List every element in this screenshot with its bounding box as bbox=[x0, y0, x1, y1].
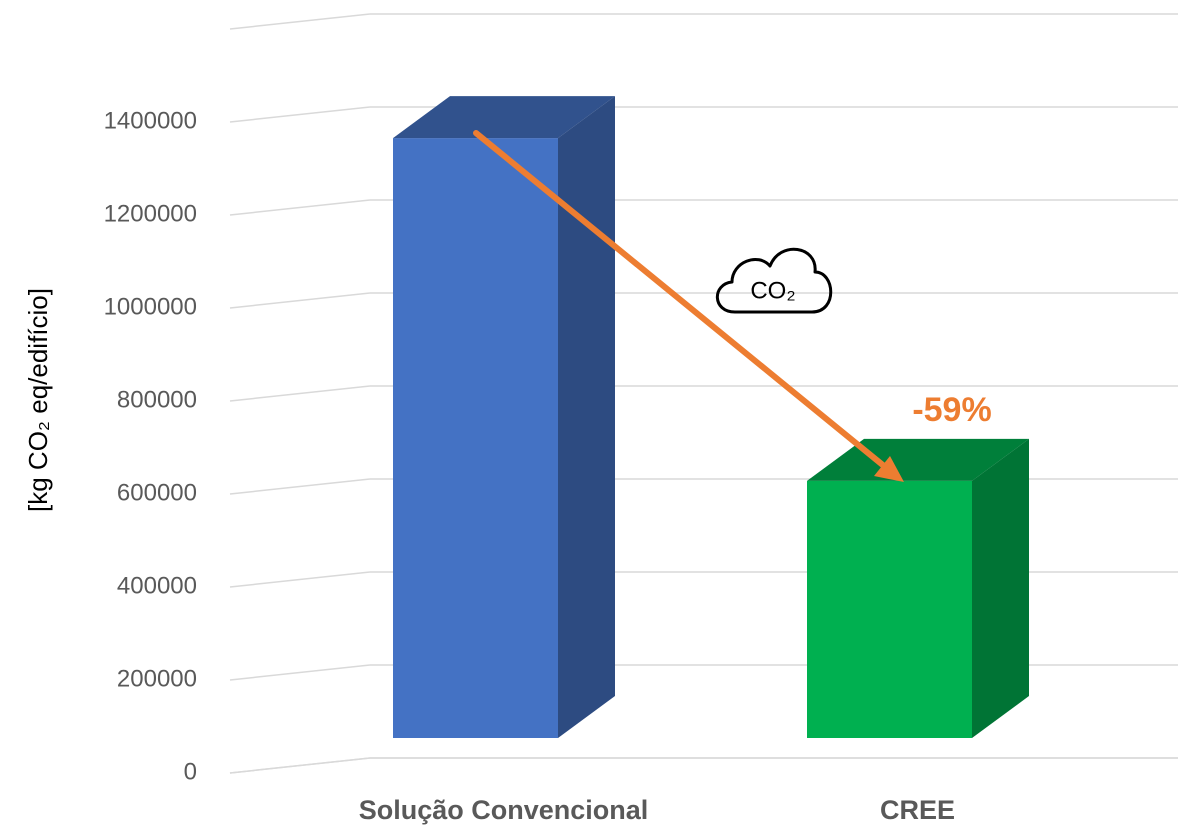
cloud-label: CO₂ bbox=[750, 277, 795, 304]
grid-line bbox=[229, 664, 371, 681]
y-tick-label: 600000 bbox=[117, 479, 197, 506]
grid-line bbox=[229, 385, 371, 402]
annotation: -59% bbox=[912, 391, 991, 429]
y-tick-label: 0 bbox=[184, 758, 197, 785]
y-tick-label: 200000 bbox=[117, 665, 197, 692]
y-tick-label: 400000 bbox=[117, 572, 197, 599]
x-tick-label: Solução Convencional bbox=[359, 795, 649, 825]
grid-line bbox=[229, 106, 371, 123]
x-tick-label: CREE bbox=[880, 795, 955, 825]
grid-line bbox=[229, 478, 371, 495]
arrow-head bbox=[874, 456, 904, 482]
grid-line bbox=[229, 292, 371, 309]
grid-line bbox=[229, 571, 371, 588]
arrow bbox=[473, 130, 887, 469]
grid-line bbox=[229, 199, 371, 216]
y-tick-label: 1200000 bbox=[104, 200, 197, 227]
grid-line bbox=[229, 757, 371, 774]
cloud-icon bbox=[715, 247, 833, 314]
bar bbox=[393, 96, 615, 738]
axis-edge bbox=[229, 13, 371, 30]
bar-side bbox=[558, 96, 615, 738]
bar-top bbox=[393, 96, 615, 139]
bar bbox=[807, 438, 1029, 738]
y-tick-label: 1400000 bbox=[104, 107, 197, 134]
y-tick-label: 1000000 bbox=[104, 293, 197, 320]
bar-front bbox=[807, 480, 972, 738]
y-axis-label: [kg CO₂ eq/edifício] bbox=[23, 288, 53, 512]
bar-side bbox=[972, 438, 1029, 738]
y-tick-label: 800000 bbox=[117, 386, 197, 413]
bar-front bbox=[393, 138, 558, 738]
